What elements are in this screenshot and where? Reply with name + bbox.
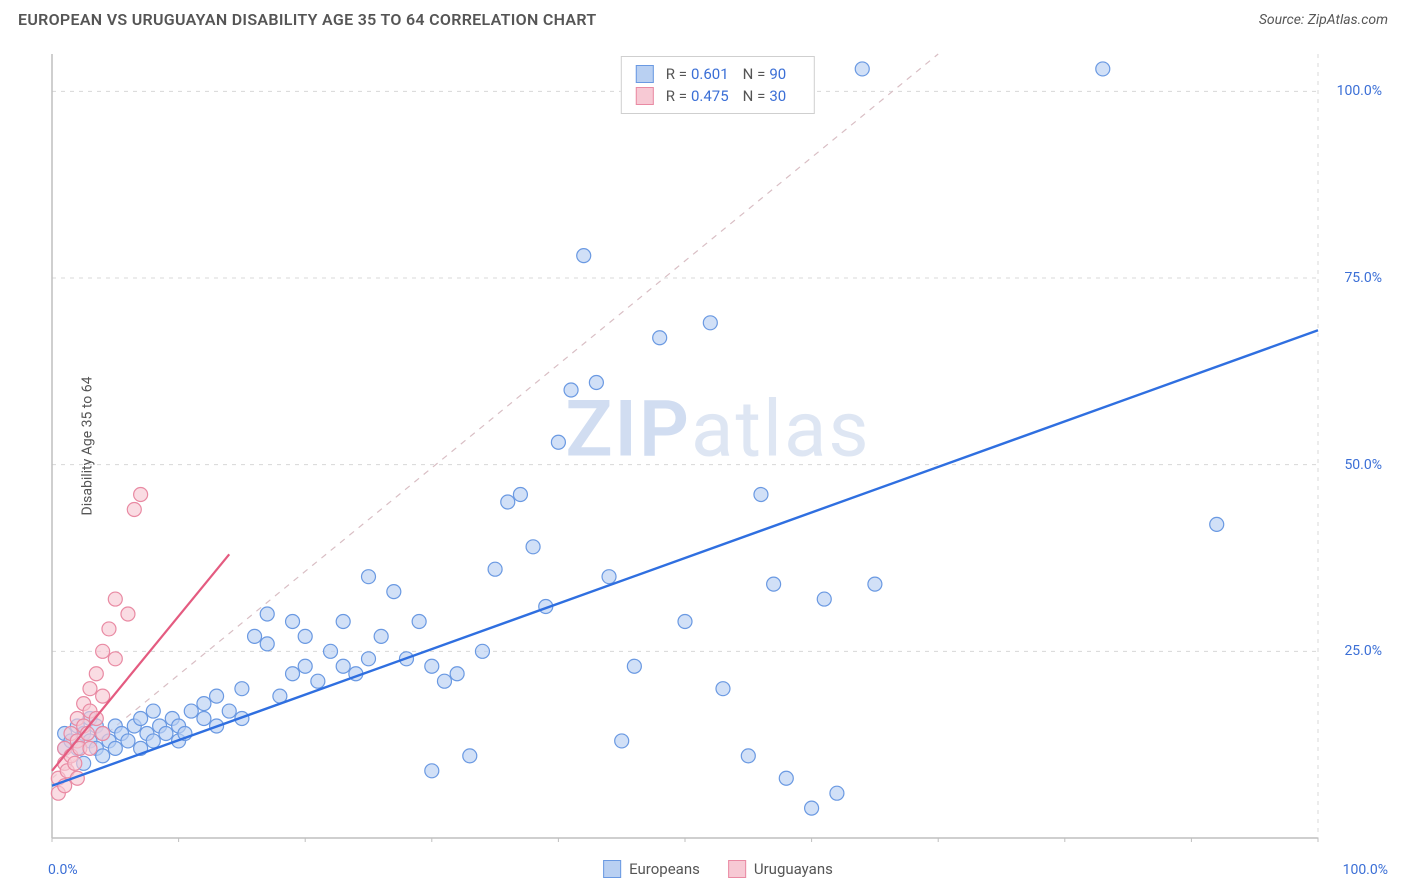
n-value: 90 [769,65,786,83]
r-value: 0.601 [691,65,729,83]
r-label: R = [666,65,687,83]
legend-swatch [603,860,621,878]
source-attribution: Source: ZipAtlas.com [1259,12,1388,28]
chart-title: EUROPEAN VS URUGUAYAN DISABILITY AGE 35 … [18,10,596,29]
correlation-legend: R =0.601 N =90 R =0.475 N =30 [621,56,815,114]
x-axis-min-label: 0.0% [48,862,78,878]
y-tick-label: 50.0% [1344,457,1382,473]
legend-item: Europeans [603,860,700,878]
legend-swatch [636,65,654,83]
r-label: R = [666,87,687,105]
source-prefix: Source: [1259,12,1308,28]
n-value: 30 [769,87,786,105]
y-tick-label: 100.0% [1337,83,1382,99]
y-tick-label: 25.0% [1344,643,1382,659]
x-axis-max-label: 100.0% [1343,862,1388,878]
n-label: N = [743,65,766,83]
n-label: N = [743,87,766,105]
y-tick-label: 75.0% [1344,270,1382,286]
series-legend: Europeans Uruguayans [603,860,833,878]
legend-stat-row: R =0.475 N =30 [636,85,800,107]
legend-stat-row: R =0.601 N =90 [636,63,800,85]
legend-item: Uruguayans [728,860,833,878]
legend-label: Uruguayans [754,860,833,878]
scatter-plot [48,50,1388,842]
source-name: ZipAtlas.com [1308,12,1388,28]
chart-area: Disability Age 35 to 64 0.0% 100.0% ZIPa… [48,50,1388,842]
legend-swatch [728,860,746,878]
legend-swatch [636,87,654,105]
legend-label: Europeans [629,860,700,878]
r-value: 0.475 [691,87,729,105]
